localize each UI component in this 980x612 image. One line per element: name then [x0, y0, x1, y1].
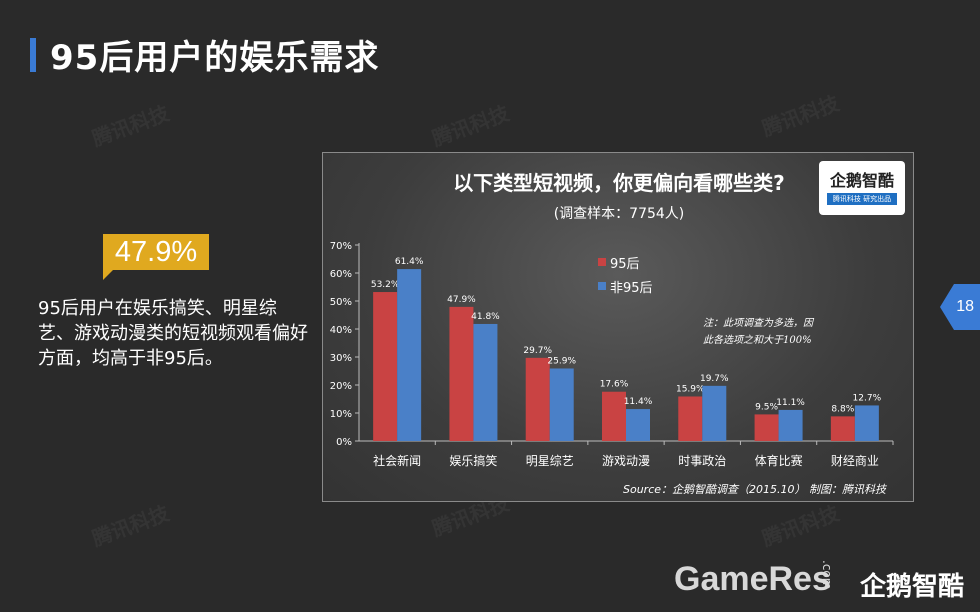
brand-logo-text: 企鹅智酷: [829, 171, 894, 190]
corner-logo: 企鹅智酷: [860, 572, 965, 602]
bar-95: [602, 391, 626, 441]
category-label: 财经商业: [831, 453, 879, 468]
y-tick-label: 30%: [330, 353, 352, 364]
bar-95: [449, 306, 474, 441]
bar-95: [830, 416, 855, 441]
legend-swatch-non95: [598, 282, 606, 290]
watermark: 腾讯科技: [88, 100, 173, 151]
data-label: 19.7%: [700, 374, 729, 384]
bar-non95: [397, 269, 422, 441]
site-watermark-suffix: .com: [820, 560, 834, 590]
y-tick-label: 70%: [330, 241, 352, 252]
watermark: 腾讯科技: [758, 500, 843, 551]
bar-non95: [854, 405, 879, 441]
bar-chart: 0% 10% 20% 30% 40% 50% 60% 70% 53.2% 61.4% 社会新闻 47.…: [330, 241, 894, 468]
y-tick-label: 40%: [330, 325, 352, 336]
y-tick-label: 20%: [330, 381, 352, 392]
y-tick-label: 60%: [330, 269, 352, 280]
category-label: 体育比赛: [755, 453, 803, 468]
data-label: 12.7%: [853, 393, 882, 403]
data-label: 15.9%: [676, 384, 705, 394]
legend-item-95: 95后: [598, 253, 640, 272]
highlight-callout: [103, 234, 209, 270]
chart-title: 以下类型短视频，你更偏向看哪些类?: [453, 171, 785, 195]
page-number-tab: [940, 284, 980, 330]
data-label: 17.6%: [600, 380, 629, 390]
highlight-value: 47.9%: [114, 236, 198, 268]
data-label: 25.9%: [547, 356, 576, 366]
category-label: 时事政治: [678, 454, 726, 468]
chart-source: Source：企鹅智酷调查（2015.10） 制图：腾讯科技: [623, 483, 887, 496]
data-label: 11.4%: [624, 397, 653, 407]
data-label: 9.5%: [755, 402, 778, 412]
page-number: 18: [956, 298, 974, 315]
bar-95: [525, 357, 550, 441]
bar-non95: [626, 409, 650, 441]
chart-note-line-1: 注：此项调查为多选，因: [703, 318, 813, 329]
highlight-callout-tail: [103, 270, 113, 280]
summary-text: 95后用户在娱乐搞笑、明星综艺、游戏动漫类的短视频观看偏好方面，均高于非95后。: [38, 298, 308, 369]
site-watermark: GameRes: [674, 560, 831, 598]
bar-non95: [778, 409, 803, 441]
y-tick-label: 10%: [330, 409, 352, 420]
title-accent-bar: [30, 38, 36, 72]
data-label: 11.1%: [776, 398, 805, 408]
bar-95: [373, 292, 398, 441]
page-title: 95后用户的娱乐需求: [50, 38, 380, 78]
category-label: 社会新闻: [373, 453, 421, 468]
brand-logo-subtitle: 腾讯科技 研究出品: [827, 193, 897, 205]
watermark: 腾讯科技: [428, 100, 513, 151]
watermark: 腾讯科技: [758, 90, 843, 141]
data-label: 29.7%: [523, 346, 552, 356]
chart-panel: 以下类型短视频，你更偏向看哪些类? (调查样本：7754人) 企鹅智酷 腾讯科技…: [322, 152, 914, 502]
data-label: 61.4%: [395, 257, 424, 267]
chart-note-line-2: 此各选项之和大于100%: [703, 335, 812, 346]
bar-95: [678, 396, 703, 441]
bar-non95: [549, 368, 574, 441]
bar-non95: [473, 323, 498, 441]
legend-label-non95: 非95后: [610, 281, 653, 296]
watermark: 腾讯科技: [88, 500, 173, 551]
bar-non95: [702, 385, 727, 441]
legend-label-95: 95后: [610, 257, 640, 272]
category-label: 明星综艺: [526, 454, 574, 468]
data-label: 53.2%: [371, 280, 400, 290]
bar-95: [754, 414, 779, 441]
y-tick-label: 50%: [330, 297, 352, 308]
chart-note: 注：此项调查为多选，因 此各选项之和大于100%: [703, 315, 903, 349]
category-label: 游戏动漫: [602, 454, 650, 468]
legend-item-non95: 非95后: [598, 277, 653, 296]
chart-subtitle: (调查样本：7754人): [553, 206, 685, 222]
y-tick-label: 0%: [336, 437, 352, 448]
data-label: 8.8%: [831, 404, 854, 414]
data-label: 41.8%: [471, 312, 500, 322]
data-label: 47.9%: [447, 295, 476, 305]
category-label: 娱乐搞笑: [449, 453, 497, 468]
legend-swatch-95: [598, 258, 606, 266]
brand-logo: 企鹅智酷 腾讯科技 研究出品: [819, 161, 905, 215]
